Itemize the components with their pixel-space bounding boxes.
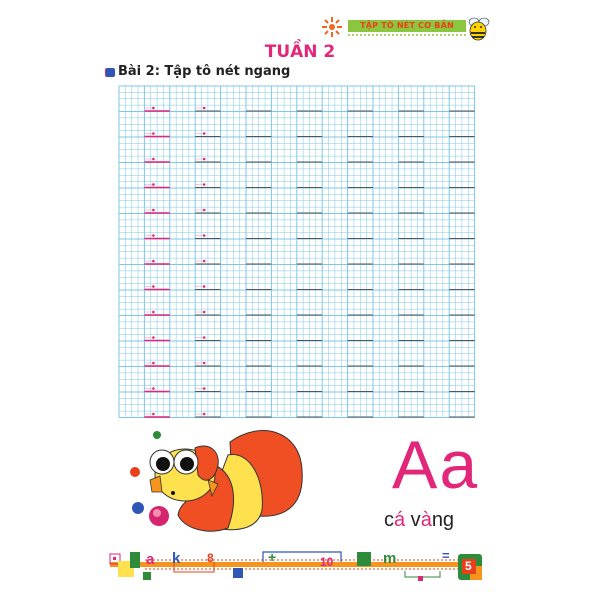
start-dot	[202, 183, 206, 186]
footer-letter-k: k	[172, 550, 181, 567]
footer-letter-m: m	[383, 550, 397, 567]
start-dot	[202, 157, 206, 161]
bubble	[153, 431, 161, 439]
word-part: ng	[431, 509, 455, 531]
sun-flower-icon	[322, 17, 490, 41]
footer-plus: +	[268, 549, 277, 565]
start-dot	[202, 361, 206, 365]
lesson-title: Bài 2: Tập tô nét ngang	[118, 64, 291, 79]
start-dot	[152, 157, 155, 161]
start-dot	[152, 183, 155, 186]
footer-equals: =	[442, 548, 450, 563]
footer-number-5: 5	[465, 559, 472, 573]
footer-decoration	[109, 551, 482, 581]
word-part-accent: à	[420, 509, 432, 531]
start-dot	[152, 285, 155, 288]
week-title: TUẦN 2	[264, 42, 336, 62]
start-dot	[202, 412, 206, 416]
big-letter: Aa	[392, 427, 480, 503]
start-dot	[202, 234, 206, 237]
start-dot	[202, 285, 206, 288]
start-dot	[152, 412, 155, 416]
footer-strip: a k 8 + 10 m = 5	[0, 540, 600, 600]
start-dot	[152, 387, 155, 390]
start-dot	[152, 310, 155, 314]
start-dot	[152, 132, 155, 135]
word-part: v	[405, 509, 421, 531]
start-dot	[152, 234, 155, 237]
start-dot	[202, 336, 206, 339]
start-dot	[152, 106, 155, 110]
banner-title: TẬP TÔ NÉT CƠ BẢN	[348, 20, 466, 32]
start-dot	[152, 259, 155, 263]
start-dot	[202, 310, 206, 314]
header-banner: TẬP TÔ NÉT CƠ BẢN	[318, 12, 490, 42]
start-dot	[202, 106, 206, 110]
start-dot	[152, 208, 155, 212]
start-dot	[152, 361, 155, 365]
footer-number-8: 8	[207, 551, 214, 565]
bubble	[130, 467, 140, 477]
start-dot	[202, 208, 206, 212]
illustration-word: cá vàng	[384, 509, 454, 532]
word-part-accent: á	[394, 509, 406, 531]
start-dot	[202, 259, 206, 263]
square-bullet-icon	[106, 68, 115, 77]
bee-icon	[468, 17, 490, 41]
footer-number-10: 10	[320, 555, 334, 569]
word-part: c	[384, 509, 394, 531]
start-dot	[152, 336, 155, 339]
start-dot	[202, 132, 206, 135]
start-dot	[202, 387, 206, 390]
goldfish-illustration	[130, 430, 303, 532]
bubble	[132, 502, 144, 514]
footer-letter-a: a	[146, 551, 155, 568]
tracing-grid	[118, 85, 476, 418]
